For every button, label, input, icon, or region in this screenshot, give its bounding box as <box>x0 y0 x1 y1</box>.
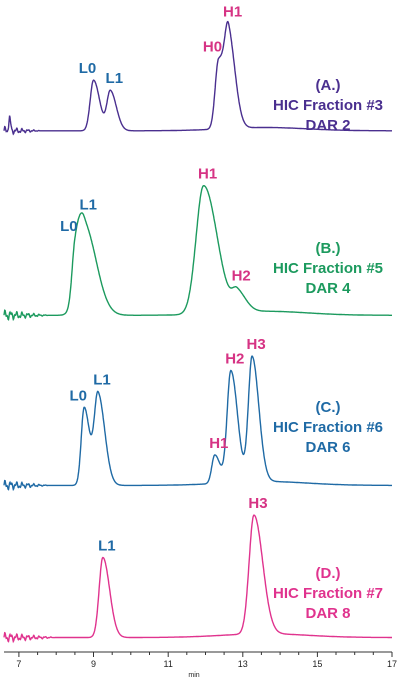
panel-caption-line: HIC Fraction #5 <box>273 260 383 277</box>
panel-caption-line: DAR 2 <box>305 117 350 134</box>
panel-caption-line: HIC Fraction #7 <box>273 585 383 602</box>
x-axis-title: min <box>188 672 199 679</box>
peak-label-h2: H2 <box>225 351 244 368</box>
peak-label-h3: H3 <box>248 495 267 512</box>
panel-caption-line: DAR 6 <box>305 439 350 456</box>
panel-caption-line: (A.) <box>316 77 341 94</box>
x-axis-tick-label: 11 <box>164 659 173 669</box>
x-axis: 7 9 11 13 15 17 min <box>4 651 397 679</box>
x-axis-tick-label: 17 <box>387 659 397 669</box>
trace-panel-4: L1 H3 (D.) HIC Fraction #7 DAR 8 <box>3 495 392 644</box>
panel-caption-line: DAR 4 <box>305 280 351 297</box>
trace-line-4 <box>3 514 392 644</box>
x-axis-tick-label: 9 <box>91 659 96 669</box>
panel-caption-line: (D.) <box>316 565 341 582</box>
peak-label-h3: H3 <box>247 336 266 353</box>
trace-panel-1: L0 L1 H0 H1 (A.) HIC Fraction #3 DAR 2 <box>3 4 392 136</box>
panel-caption-line: (B.) <box>316 240 341 257</box>
peak-label-l0: L0 <box>69 387 87 404</box>
panel-caption-line: HIC Fraction #6 <box>273 419 383 436</box>
peak-label-l1: L1 <box>79 197 97 214</box>
peak-label-h1: H1 <box>223 4 242 21</box>
trace-line-2 <box>3 185 392 322</box>
x-axis-tick-label: 13 <box>238 659 248 669</box>
peak-label-h0: H0 <box>203 39 222 56</box>
peak-label-l1: L1 <box>106 70 124 87</box>
x-axis-tick-label: 7 <box>16 659 21 669</box>
panel-caption-line: HIC Fraction #3 <box>273 97 383 114</box>
peak-label-h1: H1 <box>209 435 228 452</box>
peak-label-h2: H2 <box>232 268 251 285</box>
x-axis-tick-label: 15 <box>312 659 322 669</box>
trace-line-1 <box>3 20 392 136</box>
peak-label-l0: L0 <box>60 218 78 235</box>
trace-line-3 <box>3 355 392 492</box>
x-axis-ticks: 7 9 11 13 15 17 <box>16 652 397 669</box>
panel-caption-line: (C.) <box>316 399 341 416</box>
peak-label-l0: L0 <box>79 60 97 77</box>
panel-caption-line: DAR 8 <box>305 605 350 622</box>
peak-label-l1: L1 <box>98 538 116 555</box>
peak-label-h1: H1 <box>198 166 217 183</box>
peak-label-l1: L1 <box>93 372 111 389</box>
